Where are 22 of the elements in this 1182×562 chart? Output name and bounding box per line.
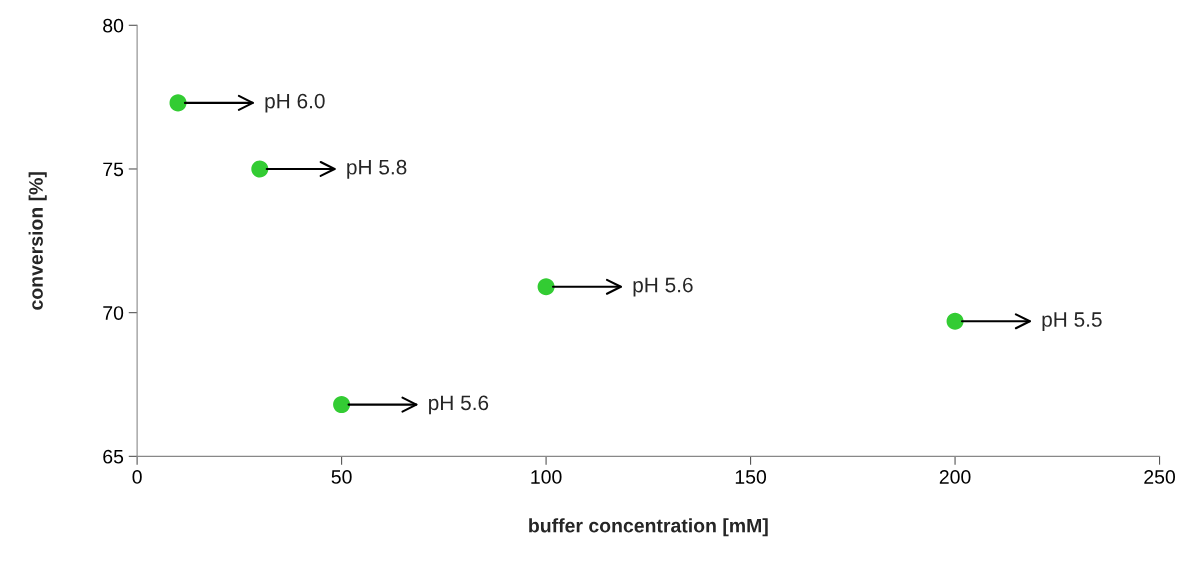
y-tick-label: 75	[103, 162, 124, 177]
x-axis-title: buffer concentration [mM]	[529, 518, 768, 537]
y-tick-label: 80	[103, 18, 124, 33]
point	[537, 278, 555, 296]
x-tick-label: 100	[531, 470, 562, 484]
x-tick-label: 250	[1144, 470, 1175, 484]
annotation: pH 5.5	[1042, 312, 1102, 331]
annotation: pH 5.6	[429, 395, 489, 415]
point	[946, 312, 964, 330]
annotation: pH 6.0	[265, 93, 325, 113]
y-tick-label: 70	[103, 306, 124, 320]
y-tick-label: 65	[103, 449, 124, 464]
point	[333, 396, 351, 414]
x-tick-label: 0	[132, 470, 142, 484]
y-axis-title: conversion [%]	[28, 172, 47, 310]
x-tick-label: 150	[735, 470, 767, 484]
annotation: pH 5.6	[633, 277, 693, 297]
point	[169, 94, 187, 112]
point	[251, 160, 269, 178]
x-tick-label: 50	[331, 470, 352, 484]
annotation: pH 5.8	[347, 159, 407, 179]
x-tick-label: 200	[939, 470, 971, 484]
